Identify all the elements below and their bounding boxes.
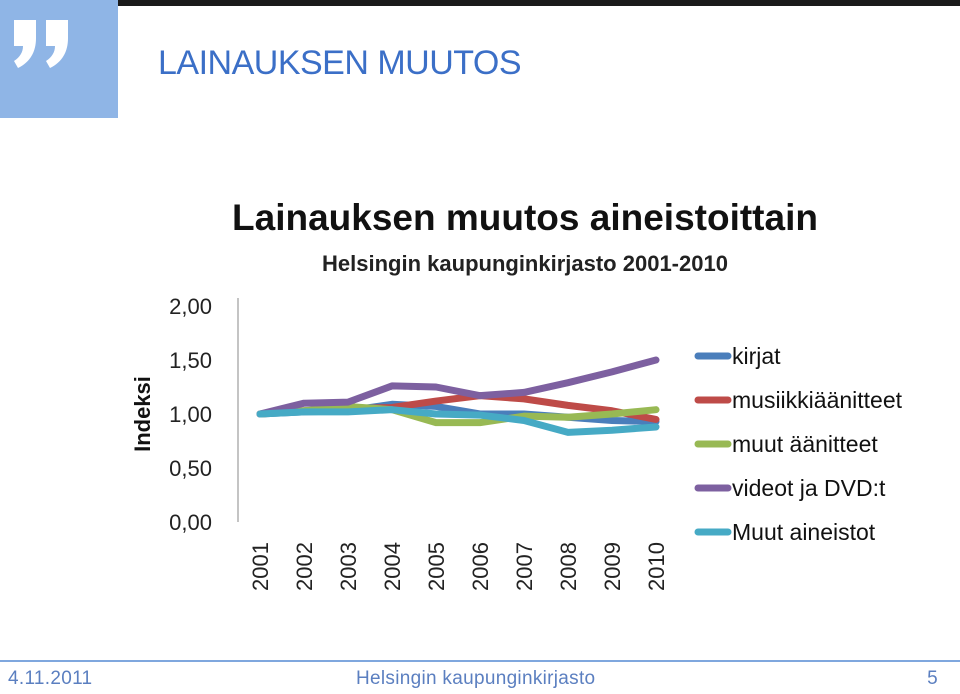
- data-point: [303, 402, 305, 405]
- x-tick-label: 2008: [556, 542, 581, 591]
- y-tick-labels: 0,00 0,50 1,00 1,50 2,00: [169, 294, 212, 535]
- data-point: [655, 425, 657, 428]
- x-tick-label: 2006: [468, 542, 493, 591]
- x-tick-labels: 2001 2002 2003 2004 2005 2006 2007 2008 2009 2010: [248, 542, 669, 591]
- page-number: 5: [927, 668, 938, 689]
- x-tick-label: 2005: [424, 542, 449, 591]
- slide-title: LAINAUKSEN MUUTOS: [158, 44, 522, 82]
- data-point: [391, 408, 393, 411]
- legend-label: musiikkiäänitteet: [732, 387, 903, 413]
- data-point: [435, 421, 437, 424]
- quote-mark-icon: [14, 20, 68, 68]
- data-point: [347, 401, 349, 404]
- y-tick-label: 1,00: [169, 402, 212, 427]
- data-point: [479, 421, 481, 424]
- line-chart: Lainauksen muutos aineistoittain Helsing…: [130, 197, 903, 591]
- data-point: [655, 418, 657, 421]
- data-point: [655, 408, 657, 411]
- data-point: [523, 415, 525, 418]
- data-point: [523, 419, 525, 422]
- x-tick-label: 2003: [336, 542, 361, 591]
- y-tick-label: 0,50: [169, 456, 212, 481]
- data-point: [259, 413, 261, 415]
- data-point: [567, 404, 569, 407]
- data-point: [567, 431, 569, 434]
- data-point: [479, 394, 481, 397]
- data-point: [567, 416, 569, 419]
- y-axis-label: Indeksi: [130, 376, 155, 452]
- y-tick-label: 2,00: [169, 294, 212, 319]
- y-tick-label: 1,50: [169, 348, 212, 373]
- data-point: [435, 413, 437, 415]
- legend-label: muut äänitteet: [732, 431, 878, 457]
- x-tick-label: 2001: [248, 542, 273, 591]
- data-point: [435, 405, 437, 408]
- data-point: [523, 397, 525, 400]
- data-point: [611, 413, 613, 415]
- x-tick-label: 2007: [512, 542, 537, 591]
- x-tick-label: 2009: [600, 542, 625, 591]
- x-tick-label: 2002: [292, 542, 317, 591]
- data-point: [435, 386, 437, 388]
- series-line-4: [256, 406, 660, 436]
- series-line-3: [256, 356, 660, 418]
- y-tick-label: 0,00: [169, 510, 212, 535]
- data-point: [479, 414, 481, 417]
- footer-organization: Helsingin kaupunginkirjasto: [356, 668, 596, 689]
- footer-date: 4.11.2011: [8, 668, 93, 689]
- slide-header: LAINAUKSEN MUUTOS: [0, 0, 960, 118]
- data-point: [391, 384, 393, 387]
- legend-label: Muut aineistot: [732, 519, 876, 545]
- legend-label: videot ja DVD:t: [732, 475, 886, 501]
- chart-area: Lainauksen muutos aineistoittain Helsing…: [0, 118, 960, 658]
- chart-title: Lainauksen muutos aineistoittain: [232, 197, 818, 238]
- data-point: [347, 410, 349, 413]
- title-band: [118, 6, 960, 118]
- legend-label: kirjat: [732, 343, 781, 369]
- data-point: [303, 410, 305, 413]
- data-point: [435, 400, 437, 403]
- chart-subtitle: Helsingin kaupunginkirjasto 2001-2010: [322, 251, 728, 276]
- series-lines: [256, 356, 660, 436]
- legend: kirjat musiikkiäänitteet muut äänitteet vid…: [694, 343, 903, 545]
- data-point: [611, 419, 613, 422]
- x-tick-label: 2004: [380, 542, 405, 591]
- data-point: [611, 429, 613, 432]
- data-point: [567, 381, 569, 384]
- data-point: [523, 391, 525, 394]
- slide-footer: 4.11.2011 Helsingin kaupunginkirjasto 5: [0, 660, 960, 694]
- data-point: [347, 405, 349, 408]
- quote-mark-box: [0, 0, 118, 118]
- x-tick-label: 2010: [644, 542, 669, 591]
- data-point: [611, 370, 613, 373]
- data-point: [655, 359, 657, 361]
